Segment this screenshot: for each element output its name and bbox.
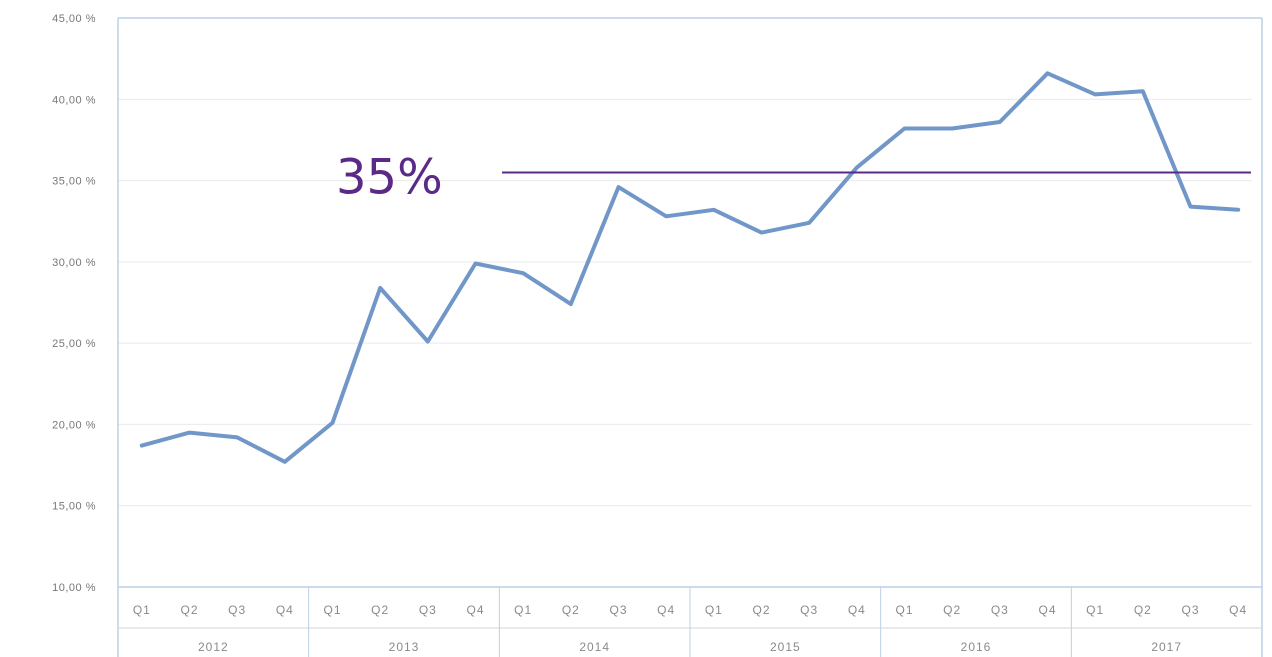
data-point: [283, 460, 287, 464]
data-point: [712, 208, 716, 212]
data-point: [235, 435, 239, 439]
quarter-label: Q3: [419, 603, 437, 617]
quarter-label: Q4: [1229, 603, 1247, 617]
data-point: [1046, 71, 1050, 75]
x-axis: Q1 Q2 Q3 Q4 2012 Q1 Q2 Q3 Q4 2013 Q1 Q2 Q3 Q4 2014 Q1 Q2…: [133, 587, 1247, 657]
quarter-label: Q1: [514, 603, 532, 617]
data-point: [140, 444, 144, 448]
year-label: 2015: [770, 640, 801, 654]
quarter-label: Q1: [323, 603, 341, 617]
data-point: [617, 185, 621, 189]
y-tick-label: 25,00 %: [52, 338, 96, 350]
quarter-label: Q1: [895, 603, 913, 617]
y-tick-label: 30,00 %: [52, 257, 96, 269]
data-point: [950, 127, 954, 131]
quarter-label: Q4: [276, 603, 294, 617]
quarter-label: Q3: [800, 603, 818, 617]
y-tick-label: 15,00 %: [52, 501, 96, 513]
y-tick-label: 20,00 %: [52, 419, 96, 431]
quarter-label: Q1: [705, 603, 723, 617]
y-tick-label: 45,00 %: [52, 13, 96, 25]
data-point: [1141, 89, 1145, 93]
quarter-label: Q3: [991, 603, 1009, 617]
data-point: [378, 286, 382, 290]
series-line: [139, 71, 1241, 464]
reference-line-label: 35%: [336, 149, 443, 205]
data-point: [664, 214, 668, 218]
quarter-label: Q4: [657, 603, 675, 617]
gridlines: [118, 17, 1252, 507]
year-label: 2014: [579, 640, 610, 654]
quarter-label: Q3: [1181, 603, 1199, 617]
quarter-label: Q3: [228, 603, 246, 617]
y-axis-ticks: 10,00 % 15,00 % 20,00 % 25,00 % 30,00 % 35,00…: [52, 13, 96, 594]
data-point: [569, 302, 573, 306]
quarter-label: Q2: [562, 603, 580, 617]
year-label: 2016: [961, 640, 992, 654]
quarter-label: Q2: [180, 603, 198, 617]
plot-frame: [117, 17, 1263, 657]
data-point: [188, 431, 192, 435]
reference-line-group: 35%: [336, 149, 1251, 205]
series-layer: [139, 71, 1241, 464]
quarter-label: Q1: [133, 603, 151, 617]
data-point: [998, 120, 1002, 124]
quarter-label: Q2: [943, 603, 961, 617]
year-label: 2017: [1151, 640, 1182, 654]
data-point: [1189, 205, 1193, 209]
data-point: [426, 340, 430, 344]
data-point: [1093, 92, 1097, 96]
year-label: 2013: [389, 640, 420, 654]
data-point: [331, 421, 335, 425]
quarter-label: Q3: [609, 603, 627, 617]
y-tick-label: 40,00 %: [52, 94, 96, 106]
quarter-label: Q2: [371, 603, 389, 617]
data-point: [474, 261, 478, 265]
data-point: [760, 231, 764, 235]
quarter-label: Q2: [752, 603, 770, 617]
y-tick-label: 10,00 %: [52, 582, 96, 594]
year-label: 2012: [198, 640, 229, 654]
quarter-label: Q1: [1086, 603, 1104, 617]
y-tick-label: 35,00 %: [52, 176, 96, 188]
quarter-label: Q2: [1134, 603, 1152, 617]
data-point: [855, 166, 859, 170]
quarter-label: Q4: [848, 603, 866, 617]
data-point: [1236, 208, 1240, 212]
quarter-label: Q4: [466, 603, 484, 617]
data-point: [521, 271, 525, 275]
data-point: [807, 221, 811, 225]
data-point: [903, 127, 907, 131]
quarter-label: Q4: [1038, 603, 1056, 617]
